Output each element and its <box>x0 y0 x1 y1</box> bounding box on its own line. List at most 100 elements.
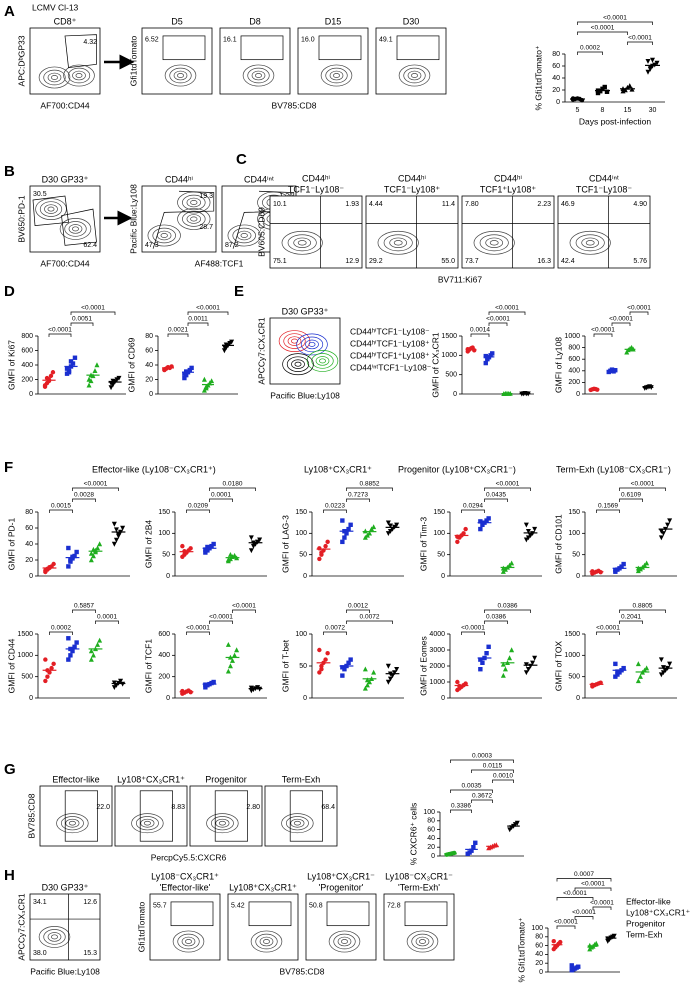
dot <box>108 385 114 391</box>
y-tick-label: 2000 <box>429 663 445 670</box>
contour <box>575 234 605 252</box>
contour <box>285 816 309 831</box>
flow-plot-title: CD44ʰⁱ <box>398 173 426 183</box>
axis-label: AF488:TCF1 <box>195 258 244 268</box>
dot <box>385 531 391 537</box>
flow-plot-frame <box>149 893 221 961</box>
gate <box>139 790 173 842</box>
contour <box>68 224 83 234</box>
dot <box>319 550 324 555</box>
comparison-bracket <box>450 789 493 793</box>
contour <box>173 70 188 81</box>
dot <box>70 554 75 559</box>
dot <box>95 641 101 647</box>
p-value: <0.0001 <box>84 481 108 488</box>
contour <box>186 197 201 208</box>
legend-entry: Progenitor <box>626 918 665 928</box>
dot <box>362 666 368 672</box>
comparison-bracket <box>611 322 631 326</box>
comparison-bracket <box>323 509 347 513</box>
dot <box>486 516 491 521</box>
contour <box>415 936 430 947</box>
dot <box>201 376 207 382</box>
contour <box>581 237 600 248</box>
y-axis-label: % CXCR6⁺ cells <box>408 803 418 866</box>
gate-value: 29.2 <box>369 258 383 265</box>
dot <box>598 680 603 685</box>
y-tick-label: 1000 <box>564 652 580 659</box>
y-tick-label: 150 <box>295 509 307 516</box>
dot <box>94 362 100 368</box>
flow-plot-frame <box>269 195 363 269</box>
axis-label: BV785:CD8 <box>26 793 36 838</box>
y-tick-label: 0 <box>576 573 580 580</box>
dot <box>371 669 377 675</box>
dot <box>88 648 94 654</box>
contour <box>325 67 348 84</box>
flow-plot-frame <box>297 27 369 95</box>
y-tick-label: 60 <box>25 525 33 532</box>
comparison-bracket <box>461 509 485 513</box>
p-value: 0.8852 <box>360 481 380 488</box>
dot <box>68 653 73 658</box>
contour <box>278 330 311 353</box>
p-value: 0.0007 <box>574 871 594 878</box>
dot <box>615 669 620 674</box>
flow-plot-title: Effector-like <box>52 774 99 784</box>
contour <box>259 936 274 947</box>
gate <box>162 35 206 61</box>
dot <box>340 518 345 523</box>
comparison-bracket <box>556 878 612 882</box>
gate-value: 6.52 <box>145 37 159 44</box>
comparison-bracket <box>593 333 613 337</box>
y-tick-label: 20 <box>427 844 435 851</box>
contour <box>320 64 353 87</box>
y-tick-label: 100 <box>433 530 445 537</box>
gate <box>240 35 284 61</box>
p-value: 0.0072 <box>360 614 380 621</box>
contour <box>140 818 155 828</box>
dot <box>530 660 536 666</box>
comparison-bracket <box>577 31 628 35</box>
contour <box>190 216 198 222</box>
y-axis-label: GMFI of Tim-3 <box>418 517 428 572</box>
dot <box>660 670 666 676</box>
dot <box>600 86 605 91</box>
dot <box>392 670 398 676</box>
p-value: 0.0002 <box>51 625 71 632</box>
legend-entry: Effector-like (Ly108⁻CX₃CR1⁺) <box>92 464 216 474</box>
y-axis-label: GMFI of TOX <box>553 641 563 692</box>
dot <box>92 368 98 373</box>
dot <box>523 537 529 543</box>
contour <box>585 240 595 246</box>
y-tick-label: 0 <box>539 969 543 976</box>
flow-plot-frame <box>141 185 217 253</box>
y-tick-label: 100 <box>295 631 307 638</box>
legend-entry: CD44ⁱⁿᵗTCF1⁻Ly108⁻ <box>350 362 432 372</box>
flow-plot-frame <box>269 317 341 385</box>
contour <box>39 201 63 217</box>
contour <box>67 67 91 84</box>
comparison-bracket <box>574 887 612 891</box>
dot <box>346 526 351 532</box>
p-value: <0.0001 <box>81 305 105 312</box>
dot <box>635 661 641 667</box>
p-value: 0.0010 <box>493 773 513 780</box>
dot <box>248 535 254 541</box>
legend-entry: Effector-like <box>626 896 671 906</box>
gate-value: 12.6 <box>83 899 97 906</box>
contour <box>215 818 230 828</box>
gate-value: 4.90 <box>633 201 647 208</box>
y-tick-label: 80 <box>552 51 560 58</box>
p-value: 0.0001 <box>97 614 117 621</box>
contour <box>398 64 431 87</box>
comparison-bracket <box>167 333 189 337</box>
legend-entry: Term-Exh (Ly108⁻CX₃CR1⁻) <box>556 464 671 474</box>
flow-plot-title: Ly108⁻CX₃CR1⁻ <box>385 871 453 881</box>
contour <box>64 221 87 237</box>
y-tick-label: 0 <box>441 695 445 702</box>
dot <box>500 672 506 678</box>
comparison-bracket <box>484 620 508 624</box>
dot <box>113 537 119 543</box>
contour <box>185 939 192 944</box>
